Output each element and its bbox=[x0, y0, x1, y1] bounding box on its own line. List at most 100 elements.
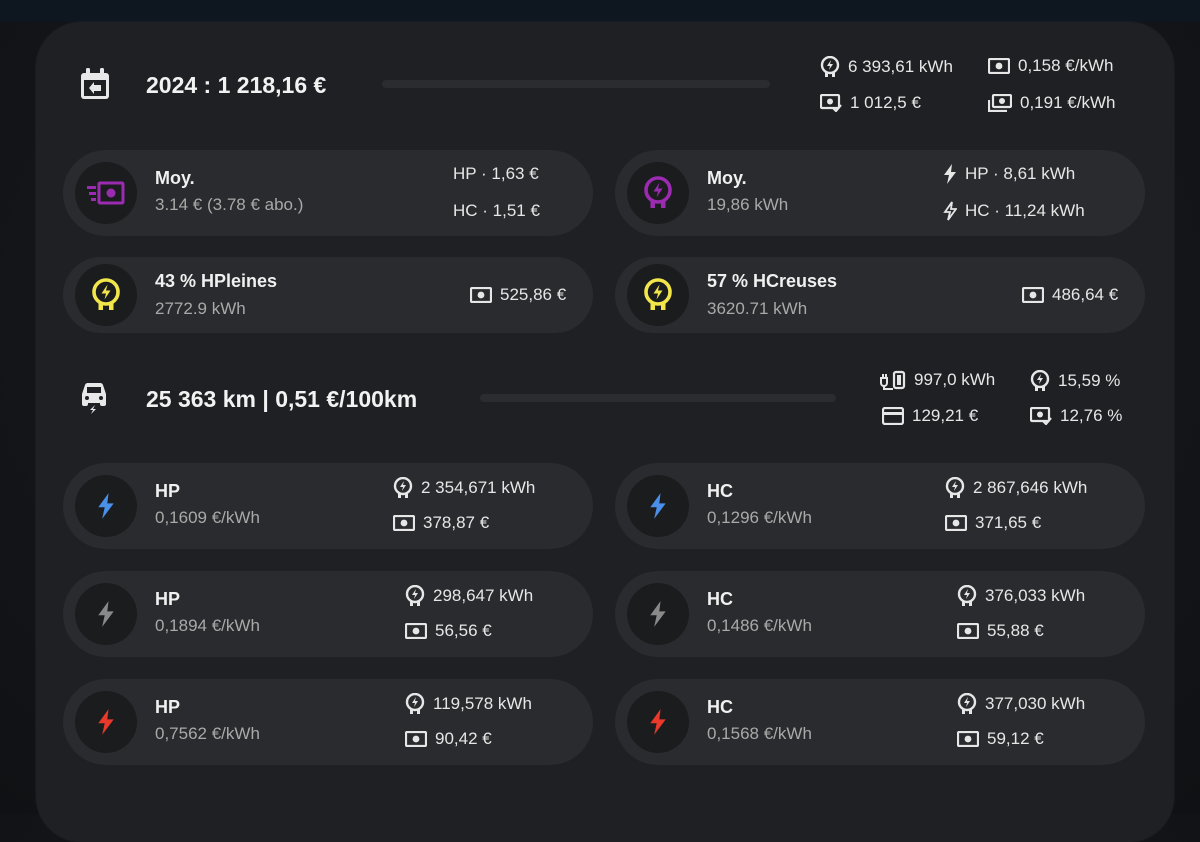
tariff-tile[interactable]: HP 0,7562 €/kWh 119,578 kWh 90,42 € bbox=[63, 679, 593, 765]
year-total-title: 2024 : 1 218,16 € bbox=[146, 72, 327, 98]
meter-icon bbox=[644, 278, 672, 310]
year-energy: 6 393,61 kWh bbox=[820, 56, 953, 78]
tariff-energy: 376,033 kWh bbox=[957, 585, 1085, 607]
tariff-cost: 56,56 € bbox=[405, 621, 492, 641]
ev-pct-energy: 15,59 % bbox=[1030, 370, 1120, 392]
meter-icon bbox=[393, 477, 413, 498]
tariff-energy: 119,578 kWh bbox=[405, 693, 532, 715]
flash-icon bbox=[650, 709, 666, 735]
year-cost-value: 1 012,5 € bbox=[850, 93, 921, 112]
cash-icon bbox=[393, 515, 415, 531]
cash-icon bbox=[405, 731, 427, 747]
cash-fast-icon bbox=[87, 181, 125, 205]
tariff-cost: 59,12 € bbox=[957, 729, 1044, 749]
car-electric-icon bbox=[82, 383, 106, 414]
flash-icon bbox=[650, 493, 666, 519]
cash-icon bbox=[470, 287, 492, 303]
avg-energy-subtitle: 19,86 kWh bbox=[707, 195, 789, 214]
avg-cost-hp: HP · 1,63 € bbox=[453, 164, 539, 183]
tariff-cost: 55,88 € bbox=[957, 621, 1044, 641]
cash-icon bbox=[957, 731, 979, 747]
avg-energy-title: Moy. bbox=[707, 168, 747, 188]
credit-card-icon bbox=[882, 407, 904, 425]
tariff-price: 0,1486 €/kWh bbox=[707, 616, 812, 635]
tariff-price: 0,1296 €/kWh bbox=[707, 508, 812, 527]
tariff-energy: 2 354,671 kWh bbox=[393, 477, 535, 499]
tariff-tile[interactable]: HC 0,1486 €/kWh 376,033 kWh 55,88 € bbox=[615, 571, 1145, 657]
flash-icon bbox=[98, 601, 114, 627]
hp-share-title: 43 % HPleines bbox=[155, 271, 278, 291]
ev-pct-cost: 12,76 % bbox=[1030, 406, 1122, 426]
cash-icon bbox=[945, 515, 967, 531]
avg-cost-title: Moy. bbox=[155, 168, 195, 188]
tariff-energy: 298,647 kWh bbox=[405, 585, 533, 607]
year-price-avg-value: 0,158 €/kWh bbox=[1018, 56, 1114, 75]
meter-icon bbox=[405, 585, 425, 606]
tariff-tile[interactable]: HC 0,1568 €/kWh 377,030 kWh 59,12 € bbox=[615, 679, 1145, 765]
avg-energy-hc: HC · 11,24 kWh bbox=[943, 201, 1085, 221]
cash-icon bbox=[405, 623, 427, 639]
cash-icon bbox=[957, 623, 979, 639]
avg-cost-tile[interactable]: Moy. 3.14 € (3.78 € abo.) HP · 1,63 € HC… bbox=[63, 150, 593, 236]
tariff-tile[interactable]: HC 0,1296 €/kWh 2 867,646 kWh 371,65 € bbox=[615, 463, 1145, 549]
year-price-total: 0,191 €/kWh bbox=[988, 93, 1115, 113]
ev-plug-icon bbox=[880, 370, 906, 390]
avg-energy-hp: HP · 8,61 kWh bbox=[943, 164, 1075, 184]
meter-icon bbox=[945, 477, 965, 498]
flash-icon bbox=[98, 709, 114, 735]
meter-icon bbox=[92, 278, 120, 310]
tariff-label: HP bbox=[155, 589, 181, 609]
hp-share-tile[interactable]: 43 % HPleines 2772.9 kWh 525,86 € bbox=[63, 257, 593, 333]
flash-icon bbox=[650, 601, 666, 627]
year-energy-value: 6 393,61 kWh bbox=[848, 57, 953, 76]
hp-share-cost: 525,86 € bbox=[470, 285, 566, 305]
tariff-tile[interactable]: HP 0,1894 €/kWh 298,647 kWh 56,56 € bbox=[63, 571, 593, 657]
flash-outline-icon bbox=[943, 201, 957, 221]
tariff-energy: 377,030 kWh bbox=[957, 693, 1085, 715]
cash-check-icon bbox=[1030, 407, 1052, 425]
energy-card: 2024 : 1 218,16 € 6 393,61 kWh 0,158 €/k… bbox=[36, 22, 1174, 842]
tariff-cost: 90,42 € bbox=[405, 729, 492, 749]
year-price-total-value: 0,191 €/kWh bbox=[1020, 93, 1116, 112]
meter-icon bbox=[957, 585, 977, 606]
tariff-price: 0,1609 €/kWh bbox=[155, 508, 260, 527]
cash-icon bbox=[1022, 287, 1044, 303]
ev-title: 25 363 km | 0,51 €/100km bbox=[146, 386, 418, 412]
avg-cost-hc: HC · 1,51 € bbox=[453, 201, 540, 220]
tariff-label: HC bbox=[707, 481, 733, 501]
tariff-label: HP bbox=[155, 697, 181, 717]
hc-share-cost: 486,64 € bbox=[1022, 285, 1118, 305]
ev-cost: 129,21 € bbox=[882, 406, 978, 426]
meter-icon bbox=[820, 56, 840, 77]
calendar-import-icon bbox=[81, 68, 109, 99]
tariff-energy: 2 867,646 kWh bbox=[945, 477, 1087, 499]
tariff-label: HC bbox=[707, 589, 733, 609]
cash-check-icon bbox=[820, 94, 842, 112]
tariff-label: HP bbox=[155, 481, 181, 501]
tariff-cost: 378,87 € bbox=[393, 513, 489, 533]
hc-share-title: 57 % HCreuses bbox=[707, 271, 838, 291]
hc-share-subtitle: 3620.71 kWh bbox=[707, 299, 808, 318]
year-price-avg: 0,158 €/kWh bbox=[988, 56, 1113, 76]
tariff-price: 0,1568 €/kWh bbox=[707, 724, 812, 743]
top-bar bbox=[0, 0, 1200, 22]
tariff-cost: 371,65 € bbox=[945, 513, 1041, 533]
year-cost: 1 012,5 € bbox=[820, 93, 921, 113]
tariff-tile[interactable]: HP 0,1609 €/kWh 2 354,671 kWh 378,87 € bbox=[63, 463, 593, 549]
meter-icon bbox=[644, 176, 672, 208]
cash-multiple-icon bbox=[988, 94, 1012, 112]
meter-icon bbox=[957, 693, 977, 714]
year-progress-bar bbox=[382, 80, 770, 88]
meter-icon bbox=[405, 693, 425, 714]
meter-icon bbox=[1030, 370, 1050, 391]
tariff-price: 0,7562 €/kWh bbox=[155, 724, 260, 743]
ev-charged: 997,0 kWh bbox=[880, 370, 995, 390]
avg-energy-tile[interactable]: Moy. 19,86 kWh HP · 8,61 kWh HC · 11,24 … bbox=[615, 150, 1145, 236]
avg-cost-subtitle: 3.14 € (3.78 € abo.) bbox=[155, 195, 304, 214]
ev-progress-bar bbox=[480, 394, 836, 402]
tariff-price: 0,1894 €/kWh bbox=[155, 616, 260, 635]
hp-share-subtitle: 2772.9 kWh bbox=[155, 299, 246, 318]
cash-icon bbox=[988, 58, 1010, 74]
hc-share-tile[interactable]: 57 % HCreuses 3620.71 kWh 486,64 € bbox=[615, 257, 1145, 333]
flash-icon bbox=[98, 493, 114, 519]
